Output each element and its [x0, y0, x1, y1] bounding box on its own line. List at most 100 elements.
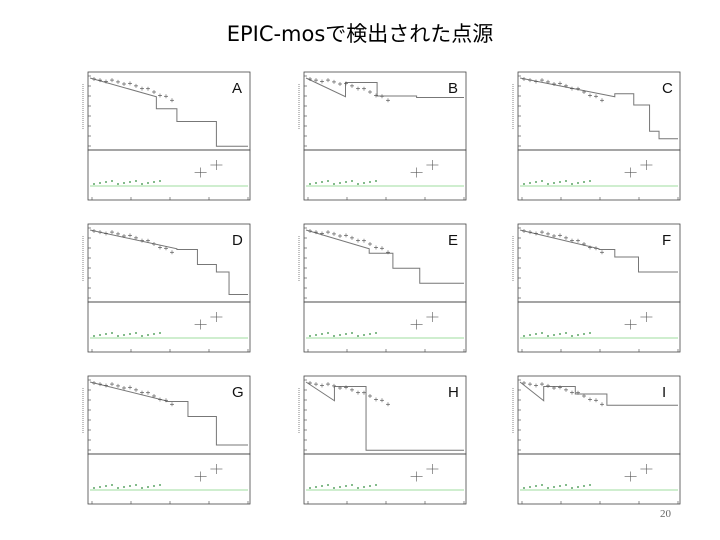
panel-letter: C: [662, 80, 673, 97]
ratio-frame: [87, 453, 251, 505]
ratio-data-point: [309, 183, 311, 185]
ratio-data-point: [345, 181, 347, 183]
panel-letter: A: [232, 80, 243, 97]
model-curve: [519, 229, 678, 273]
ratio-data-point: [577, 486, 579, 488]
ratio-data-point: [333, 487, 335, 489]
panel-letter: G: [232, 384, 244, 401]
ratio-data-point: [553, 182, 555, 184]
spectrum-plot-e: [298, 223, 467, 353]
ratio-frame: [517, 453, 681, 505]
slide-title: EPIC-mosで検出された点源: [226, 22, 494, 46]
model-curve: [305, 229, 464, 284]
ratio-data-point: [93, 487, 95, 489]
ratio-data-point: [369, 181, 371, 183]
ratio-frame: [303, 453, 467, 505]
ratio-data-point: [523, 335, 525, 337]
ratio-data-point: [583, 181, 585, 183]
ratio-data-point: [577, 334, 579, 336]
model-curve: [89, 77, 248, 147]
ratio-data-point: [553, 334, 555, 336]
ratio-data-point: [375, 484, 377, 486]
ratio-data-point: [339, 486, 341, 488]
spectrum-plot-d: [82, 223, 251, 353]
ratio-data-point: [559, 485, 561, 487]
ratio-data-point: [147, 182, 149, 184]
ratio-frame: [303, 301, 467, 353]
spectrum-frame: [303, 71, 467, 151]
panel-letter: H: [448, 384, 459, 401]
ratio-data-point: [565, 180, 567, 182]
ratio-data-point: [547, 487, 549, 489]
ratio-data-point: [153, 333, 155, 335]
ratio-data-point: [357, 183, 359, 185]
ratio-data-point: [559, 333, 561, 335]
ratio-data-point: [589, 332, 591, 334]
ratio-data-point: [327, 484, 329, 486]
ratio-data-point: [565, 332, 567, 334]
ratio-data-point: [553, 486, 555, 488]
ratio-data-point: [333, 183, 335, 185]
panel-letter: I: [662, 384, 667, 401]
ratio-data-point: [571, 335, 573, 337]
ratio-data-point: [129, 485, 131, 487]
ratio-frame: [517, 149, 681, 201]
ratio-data-point: [565, 484, 567, 486]
ratio-data-point: [117, 487, 119, 489]
ratio-data-point: [375, 332, 377, 334]
ratio-data-point: [141, 335, 143, 337]
ratio-data-point: [135, 180, 137, 182]
ratio-data-point: [583, 485, 585, 487]
ratio-data-point: [535, 181, 537, 183]
ratio-data-point: [309, 487, 311, 489]
ratio-data-point: [321, 181, 323, 183]
spectrum-panel-f: F: [512, 222, 702, 362]
ratio-data-point: [345, 333, 347, 335]
ratio-data-point: [583, 333, 585, 335]
ratio-data-point: [135, 484, 137, 486]
ratio-data-point: [99, 486, 101, 488]
model-curve: [519, 381, 678, 406]
ratio-data-point: [375, 180, 377, 182]
spectrum-frame: [87, 223, 251, 303]
ratio-data-point: [589, 180, 591, 182]
panel-letter: B: [448, 80, 459, 97]
spectrum-frame: [517, 375, 681, 455]
ratio-data-point: [153, 485, 155, 487]
ratio-data-point: [351, 484, 353, 486]
ratio-data-point: [535, 485, 537, 487]
model-curve: [305, 77, 464, 98]
ratio-data-point: [321, 333, 323, 335]
ratio-data-point: [315, 486, 317, 488]
panel-letter: E: [448, 232, 459, 249]
ratio-data-point: [547, 183, 549, 185]
spectrum-panel-i: I: [512, 374, 702, 514]
page-number: 20: [660, 508, 671, 520]
ratio-data-point: [589, 484, 591, 486]
ratio-data-point: [523, 487, 525, 489]
ratio-data-point: [523, 183, 525, 185]
ratio-data-point: [529, 182, 531, 184]
ratio-data-point: [547, 335, 549, 337]
ratio-data-point: [541, 484, 543, 486]
ratio-data-point: [315, 182, 317, 184]
ratio-data-point: [345, 485, 347, 487]
spectrum-plot-a: [82, 71, 251, 201]
ratio-data-point: [369, 485, 371, 487]
ratio-data-point: [141, 183, 143, 185]
ratio-data-point: [153, 181, 155, 183]
spectrum-plot-f: [512, 223, 681, 353]
ratio-data-point: [315, 334, 317, 336]
ratio-data-point: [105, 181, 107, 183]
ratio-data-point: [339, 334, 341, 336]
ratio-data-point: [357, 335, 359, 337]
ratio-data-point: [351, 332, 353, 334]
ratio-frame: [517, 301, 681, 353]
ratio-data-point: [327, 180, 329, 182]
ratio-data-point: [129, 333, 131, 335]
ratio-data-point: [541, 180, 543, 182]
ratio-data-point: [321, 485, 323, 487]
ratio-data-point: [159, 332, 161, 334]
ratio-data-point: [309, 335, 311, 337]
ratio-data-point: [129, 181, 131, 183]
